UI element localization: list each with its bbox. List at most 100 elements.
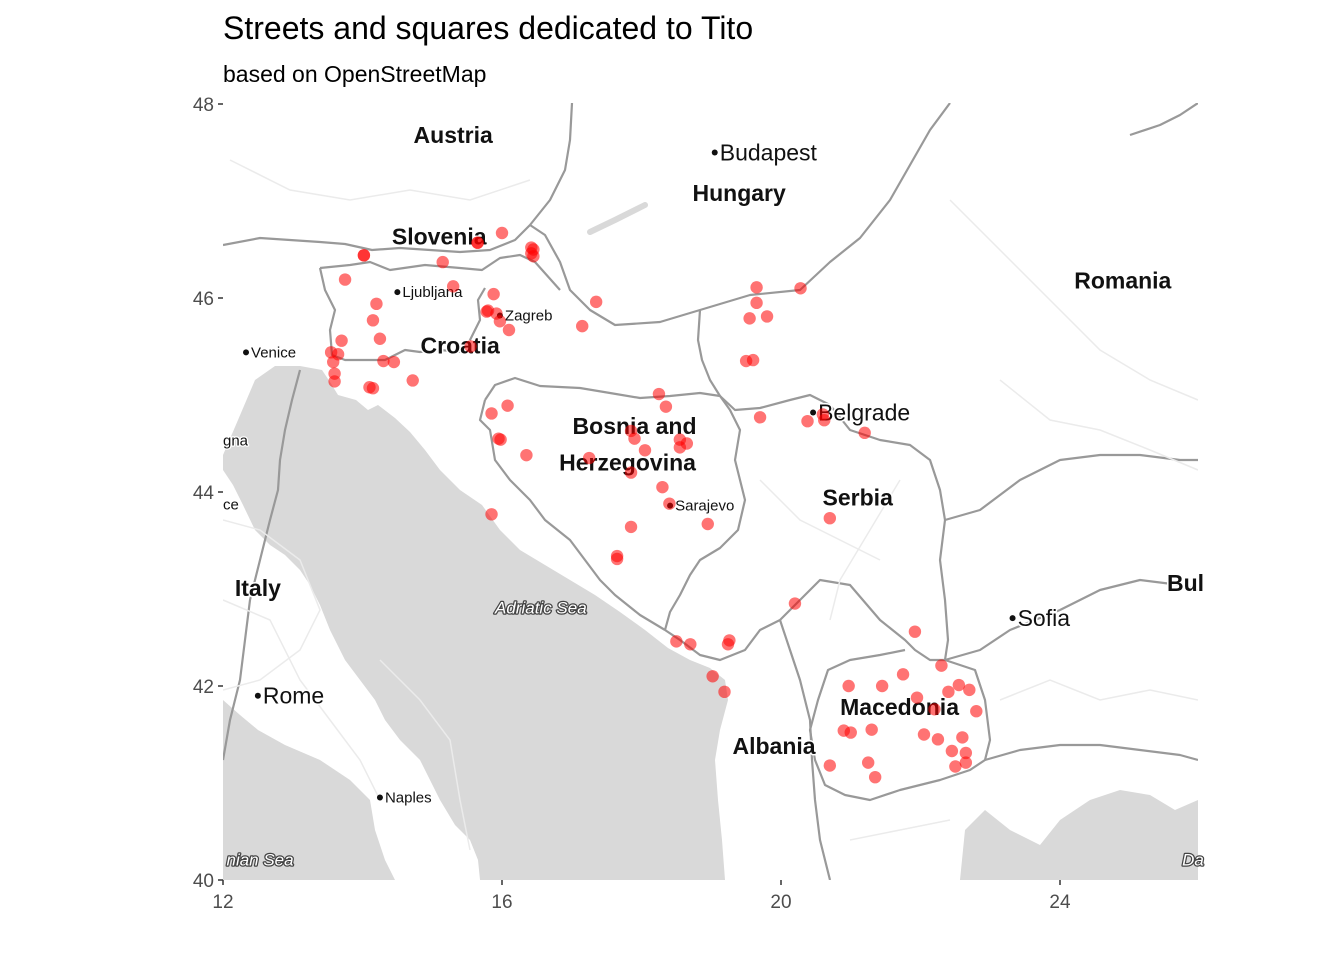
tito-street-point — [485, 407, 498, 420]
city-label-zagreb: Zagreb — [505, 307, 553, 324]
tito-street-point — [494, 433, 507, 446]
country-label-austria: Austria — [414, 122, 493, 148]
sea-label-da: Da — [1182, 850, 1204, 869]
tyrrhenian-sea — [223, 700, 395, 880]
tito-street-point — [576, 319, 589, 333]
tito-street-point — [624, 466, 638, 479]
tito-street-point — [589, 295, 603, 309]
country-label-albania: Albania — [732, 733, 815, 759]
tito-street-point — [928, 703, 941, 716]
x-tick-label: 12 — [212, 892, 233, 913]
aegean-sea — [960, 790, 1198, 880]
city-label-sarajevo: Sarajevo — [675, 498, 734, 515]
city-label-rome: Rome — [263, 683, 324, 709]
tito-street-point — [706, 670, 719, 683]
y-tick-label: 40 — [193, 871, 214, 892]
tito-street-point — [525, 247, 538, 260]
tito-street-point — [823, 511, 837, 525]
tito-street-point — [638, 444, 652, 457]
tito-street-point — [949, 760, 962, 773]
tito-street-point — [659, 400, 673, 413]
tito-street-point — [502, 323, 516, 337]
city-label-venice: Venice — [251, 344, 296, 361]
tito-street-point — [865, 723, 878, 736]
tito-street-point — [908, 625, 922, 638]
tito-street-point — [935, 659, 948, 672]
tito-street-point — [743, 312, 756, 325]
tito-street-point — [896, 668, 910, 681]
tito-street-point — [464, 340, 477, 353]
x-tick-label: 20 — [770, 892, 791, 913]
tito-street-point — [861, 756, 875, 769]
tito-street-point — [663, 497, 676, 510]
city-dot-rome — [254, 692, 261, 699]
tito-street-point — [670, 635, 683, 648]
city-dot-belgrade — [810, 409, 817, 416]
map-title: Streets and squares dedicated to Tito — [223, 10, 754, 46]
tito-street-point — [480, 305, 493, 318]
tito-street-point — [931, 733, 945, 746]
y-tick-label: 42 — [193, 677, 214, 698]
country-label-macedonia: Macedonia — [840, 694, 959, 720]
tito-street-point — [910, 691, 924, 704]
tito-street-point — [842, 679, 855, 693]
regional-lines — [223, 159, 1198, 851]
sea-label-nian-sea: nian Sea — [226, 850, 293, 869]
tito-street-point — [485, 508, 498, 521]
tito-street-point — [338, 273, 352, 286]
tito-street-point — [818, 414, 831, 427]
city-markers: BudapestLjubljanaZagrebVeniceBelgradeSar… — [243, 138, 1072, 808]
country-borders — [223, 103, 1198, 880]
city-dot-budapest — [711, 149, 718, 156]
sea-label-adriatic-sea: Adriatic Sea — [494, 598, 587, 617]
country-label-slovenia: Slovenia — [392, 224, 487, 250]
tito-street-point — [436, 255, 449, 269]
country-label-serbia: Serbia — [823, 485, 894, 511]
city-dot-ljubljana — [394, 289, 401, 296]
tito-street-point — [487, 287, 500, 301]
y-tick-label: 46 — [193, 289, 214, 310]
tito-street-point — [750, 296, 763, 310]
tito-street-point — [801, 414, 814, 428]
tito-street-point — [684, 638, 697, 651]
tito-street-point — [959, 756, 973, 769]
tito-street-point — [794, 282, 807, 295]
tito-street-point — [970, 705, 983, 718]
tito-street-point — [335, 334, 348, 347]
country-label-bul: Bul — [1167, 570, 1204, 596]
basemap — [223, 103, 1198, 880]
tito-street-point — [942, 685, 955, 699]
tito-street-point — [628, 432, 641, 445]
tito-street-point — [520, 448, 533, 462]
tito-street-point — [701, 517, 714, 531]
x-tick-label: 16 — [491, 892, 512, 913]
tito-street-point — [377, 354, 390, 368]
tito-street-points — [324, 226, 983, 784]
tito-street-point — [823, 759, 837, 772]
tito-street-point — [357, 249, 371, 262]
tito-street-point — [327, 355, 340, 369]
tito-street-point — [387, 355, 401, 369]
country-label-hungary: Hungary — [693, 180, 787, 206]
x-tick-label: 24 — [1049, 892, 1071, 913]
city-dot-venice — [243, 349, 250, 356]
tito-street-point — [746, 353, 760, 367]
tito-street-point — [858, 426, 871, 440]
tito-street-point — [959, 746, 973, 760]
tito-street-point — [582, 451, 596, 465]
tito-street-point — [718, 685, 731, 699]
tito-street-point — [917, 728, 931, 741]
tito-street-point — [673, 441, 687, 454]
y-tick-label: 44 — [193, 483, 215, 504]
tito-street-point — [446, 280, 460, 293]
lake-balaton — [587, 202, 648, 235]
city-label-sofia: Sofia — [1018, 605, 1071, 631]
city-dot-naples — [376, 794, 383, 801]
tito-street-point — [406, 374, 419, 387]
tito-street-point — [366, 382, 380, 395]
tito-street-point — [963, 683, 976, 697]
tito-street-point — [945, 744, 959, 758]
sea-labels: Adriatic Sea nian Sea Da gna ce — [222, 431, 1205, 871]
city-label-belgrade: Belgrade — [818, 399, 910, 425]
